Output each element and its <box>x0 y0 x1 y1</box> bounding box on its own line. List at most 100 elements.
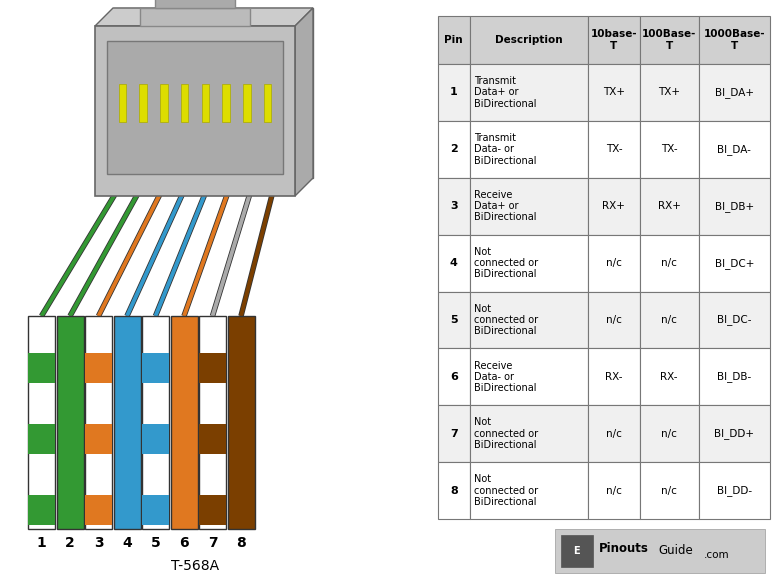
Polygon shape <box>113 8 313 178</box>
Text: Receive
Data- or
BiDirectional: Receive Data- or BiDirectional <box>474 361 536 393</box>
Bar <box>588 64 639 121</box>
Bar <box>28 424 55 454</box>
Bar <box>639 235 699 292</box>
Text: 1: 1 <box>450 87 458 98</box>
Text: n/c: n/c <box>606 315 622 325</box>
Bar <box>639 16 699 64</box>
Text: n/c: n/c <box>606 486 622 496</box>
Text: Not
connected or
BiDirectional: Not connected or BiDirectional <box>474 418 538 450</box>
Text: BI_DA-: BI_DA- <box>717 144 751 155</box>
Text: 5: 5 <box>151 536 160 550</box>
Text: 8: 8 <box>236 536 246 550</box>
Bar <box>57 316 83 529</box>
Bar <box>85 316 112 529</box>
Bar <box>639 178 699 235</box>
Bar <box>28 316 55 529</box>
Bar <box>199 316 226 529</box>
Bar <box>438 16 469 64</box>
Bar <box>588 235 639 292</box>
Text: TX-: TX- <box>661 144 678 155</box>
Bar <box>699 349 770 406</box>
Text: 10base-
T: 10base- T <box>591 29 637 51</box>
Text: Receive
Data+ or
BiDirectional: Receive Data+ or BiDirectional <box>474 190 536 223</box>
Bar <box>588 406 639 462</box>
Bar <box>85 495 112 525</box>
Bar <box>588 349 639 406</box>
Bar <box>28 353 55 383</box>
Bar <box>588 462 639 519</box>
Text: BI_DD-: BI_DD- <box>717 485 752 496</box>
Bar <box>469 121 588 178</box>
Text: 7: 7 <box>207 536 218 550</box>
Text: Not
connected or
BiDirectional: Not connected or BiDirectional <box>474 474 538 507</box>
Text: Not
connected or
BiDirectional: Not connected or BiDirectional <box>474 247 538 279</box>
Bar <box>699 178 770 235</box>
Bar <box>160 84 168 121</box>
Bar <box>588 178 639 235</box>
Text: BI_DC+: BI_DC+ <box>715 257 754 268</box>
Text: Transmit
Data- or
BiDirectional: Transmit Data- or BiDirectional <box>474 133 536 166</box>
Text: T-568A: T-568A <box>171 559 219 573</box>
Bar <box>438 235 469 292</box>
Polygon shape <box>95 8 313 26</box>
Bar <box>142 353 169 383</box>
Bar <box>181 84 188 121</box>
Text: 3: 3 <box>94 536 103 550</box>
Bar <box>699 292 770 349</box>
Text: 8: 8 <box>450 486 458 496</box>
Bar <box>699 462 770 519</box>
Bar <box>95 26 295 196</box>
Bar <box>199 424 226 454</box>
Text: Description: Description <box>495 35 563 45</box>
Bar <box>469 235 588 292</box>
Bar <box>199 353 226 383</box>
Bar <box>699 235 770 292</box>
Bar <box>199 495 226 525</box>
Text: TX+: TX+ <box>658 87 680 98</box>
Text: n/c: n/c <box>606 429 622 439</box>
Text: RX+: RX+ <box>658 201 681 211</box>
Bar <box>469 406 588 462</box>
Bar <box>588 292 639 349</box>
Bar <box>588 121 639 178</box>
Bar <box>438 349 469 406</box>
Text: 6: 6 <box>450 372 458 382</box>
Text: 2: 2 <box>450 144 458 155</box>
Bar <box>142 424 169 454</box>
Bar <box>228 316 255 529</box>
Text: 4: 4 <box>122 536 132 550</box>
Bar <box>142 316 169 529</box>
Bar <box>639 292 699 349</box>
Text: 7: 7 <box>450 429 458 439</box>
Bar <box>438 121 469 178</box>
Bar <box>438 462 469 519</box>
Bar <box>639 64 699 121</box>
Text: n/c: n/c <box>661 429 677 439</box>
Text: RX+: RX+ <box>602 201 625 211</box>
Bar <box>155 0 235 8</box>
Text: Not
connected or
BiDirectional: Not connected or BiDirectional <box>474 304 538 336</box>
Text: n/c: n/c <box>661 486 677 496</box>
Bar <box>699 64 770 121</box>
Text: BI_DB-: BI_DB- <box>717 371 751 382</box>
Bar <box>243 84 251 121</box>
Text: BI_DC-: BI_DC- <box>717 314 751 325</box>
Bar <box>28 495 55 525</box>
Bar <box>170 316 197 529</box>
Bar <box>699 121 770 178</box>
Text: 2: 2 <box>65 536 75 550</box>
Text: E: E <box>573 546 580 556</box>
Text: TX-: TX- <box>605 144 622 155</box>
Text: RX-: RX- <box>605 372 622 382</box>
Bar <box>201 84 209 121</box>
Bar <box>699 16 770 64</box>
Text: n/c: n/c <box>606 258 622 268</box>
Bar <box>469 349 588 406</box>
Bar <box>107 41 283 174</box>
Text: 1000Base-
T: 1000Base- T <box>704 29 765 51</box>
Bar <box>639 462 699 519</box>
Text: Pinouts: Pinouts <box>599 543 649 555</box>
Bar <box>639 406 699 462</box>
Text: BI_DA+: BI_DA+ <box>715 87 754 98</box>
Text: BI_DD+: BI_DD+ <box>714 428 754 439</box>
